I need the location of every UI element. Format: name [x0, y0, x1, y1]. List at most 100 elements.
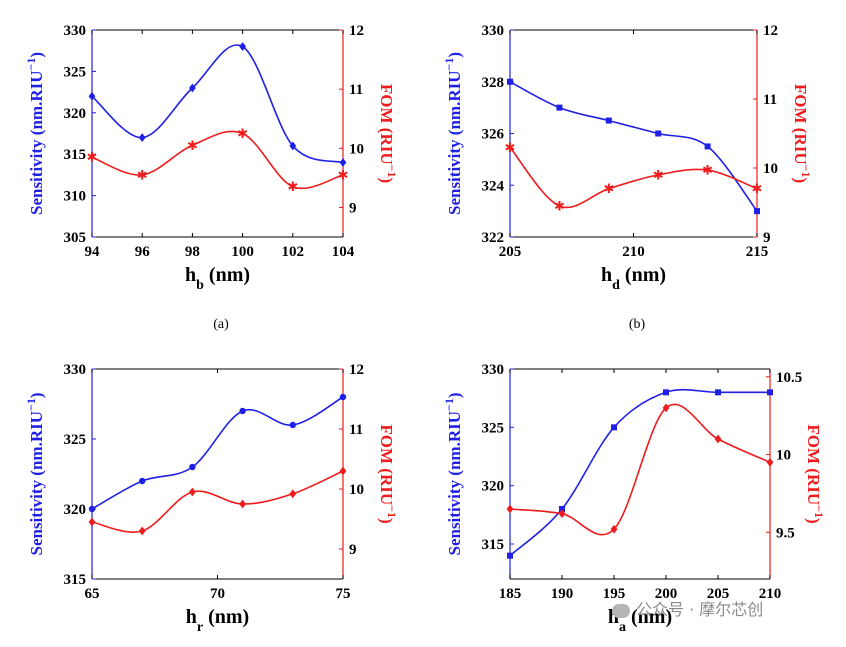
- x-tick-label: 100: [231, 244, 254, 260]
- right-y-tick-label: 12: [763, 23, 778, 39]
- data-point: ✱: [752, 181, 763, 196]
- x-tick-label: 205: [499, 244, 522, 260]
- fom-series: ✱ ✱ ✱ ✱ ✱ ✱: [87, 126, 349, 194]
- right-y-tick-label: 12: [349, 23, 364, 39]
- left-y-tick-label: 330: [482, 23, 505, 39]
- data-point: [289, 141, 297, 151]
- panel-caption: (a): [213, 317, 229, 332]
- sensitivity-series: [88, 393, 347, 513]
- right-y-tick-label: 9: [349, 542, 357, 558]
- right-y-tick-label: 11: [349, 82, 363, 98]
- data-point: ✱: [287, 179, 298, 194]
- data-point: ✱: [137, 167, 148, 182]
- sensitivity-series: [507, 78, 760, 215]
- data-point: [189, 463, 196, 471]
- data-point: [88, 517, 96, 527]
- data-point: [138, 133, 146, 143]
- data-point: [556, 104, 563, 111]
- right-y-tick-label: 9: [349, 200, 357, 216]
- data-point: [715, 389, 721, 396]
- right-y-axis-label: FOM (RIU−1): [804, 424, 826, 523]
- x-tick-label: 210: [759, 586, 782, 602]
- series-line: [509, 146, 758, 209]
- series-line: [509, 81, 758, 212]
- watermark-text: 公众号 · 摩尔芯创: [636, 600, 764, 619]
- left-y-tick-label: 315: [482, 537, 505, 553]
- data-point: ✱: [702, 163, 713, 178]
- data-point: [766, 457, 774, 467]
- data-point: ✱: [87, 150, 98, 165]
- x-tick-label: 205: [707, 586, 730, 602]
- x-axis-label: hr (nm): [186, 606, 249, 635]
- panel-caption: (b): [629, 317, 646, 332]
- right-y-tick-label: 11: [349, 422, 363, 438]
- sensitivity-series: [88, 42, 347, 167]
- data-point: [189, 487, 196, 497]
- x-tick-label: 75: [336, 586, 351, 602]
- data-point: [138, 526, 146, 536]
- data-point: [714, 434, 722, 444]
- x-axis-label: ha (nm): [608, 606, 672, 635]
- data-point: [339, 158, 347, 167]
- right-y-tick-label: 9: [763, 230, 771, 246]
- left-y-tick-label: 315: [64, 147, 87, 163]
- right-y-axis-label: FOM (RIU−1): [377, 84, 399, 183]
- data-point: [88, 91, 96, 101]
- data-point: [339, 466, 347, 476]
- right-y-tick-label: 11: [763, 92, 777, 108]
- data-point: [767, 389, 773, 396]
- x-axis-label: hb (nm): [185, 264, 250, 293]
- fom-series: [506, 403, 774, 536]
- data-point: [289, 421, 296, 429]
- left-y-tick-label: 322: [482, 230, 505, 246]
- left-y-tick-label: 326: [482, 127, 505, 143]
- chart-panel-2: 205 210 215 322 324 326 328 330 9 10 11 12 Sensitivi…: [442, 23, 813, 332]
- right-y-tick-label: 9.5: [776, 525, 795, 541]
- x-tick-label: 94: [85, 244, 101, 260]
- data-point: [239, 42, 246, 51]
- x-tick-label: 65: [85, 586, 100, 602]
- series-line: [91, 130, 344, 190]
- left-y-tick-label: 325: [482, 420, 505, 436]
- left-y-tick-label: 320: [482, 479, 505, 495]
- left-y-tick-label: 325: [64, 64, 87, 80]
- x-tick-label: 98: [185, 244, 200, 260]
- left-y-tick-label: 324: [482, 178, 505, 194]
- x-tick-label: 104: [332, 244, 355, 260]
- sensitivity-series: [507, 388, 773, 559]
- data-point: [139, 477, 146, 485]
- x-tick-label: 210: [622, 244, 645, 260]
- watermark: 公众号 · 摩尔芯创: [612, 596, 763, 620]
- wechat-icon: [612, 603, 630, 618]
- x-tick-label: 96: [135, 244, 151, 260]
- x-axis-label: hd (nm): [601, 264, 666, 293]
- data-point: [655, 130, 662, 137]
- left-y-tick-label: 328: [482, 75, 505, 91]
- data-point: [189, 83, 196, 93]
- data-point: ✱: [603, 181, 614, 196]
- data-point: [663, 389, 669, 396]
- right-y-tick-label: 10: [349, 141, 364, 157]
- data-point: [339, 393, 347, 401]
- chart-panel-4: 185 190 195 200 205 210 315 320 325 330 9.5 10 10.5 S…: [442, 362, 826, 635]
- right-y-tick-label: 10: [763, 161, 778, 177]
- left-y-tick-label: 325: [64, 432, 87, 448]
- data-point: [88, 505, 96, 513]
- data-point: [289, 489, 297, 499]
- left-y-tick-label: 310: [64, 189, 87, 205]
- data-point: ✱: [237, 126, 248, 141]
- data-point: [558, 509, 566, 519]
- data-point: [610, 524, 618, 534]
- fom-series: [88, 466, 347, 536]
- right-y-tick-label: 10.5: [776, 370, 802, 386]
- series-line: [91, 396, 344, 510]
- right-y-axis-label: FOM (RIU−1): [791, 84, 813, 183]
- x-tick-label: 102: [282, 244, 305, 260]
- left-y-axis-label: Sensitivity (nm.RIU−1): [24, 392, 46, 555]
- left-y-tick-label: 320: [64, 106, 87, 122]
- data-point: [559, 506, 565, 512]
- x-tick-label: 190: [551, 586, 574, 602]
- x-tick-label: 70: [210, 586, 225, 602]
- left-y-tick-label: 305: [64, 230, 87, 246]
